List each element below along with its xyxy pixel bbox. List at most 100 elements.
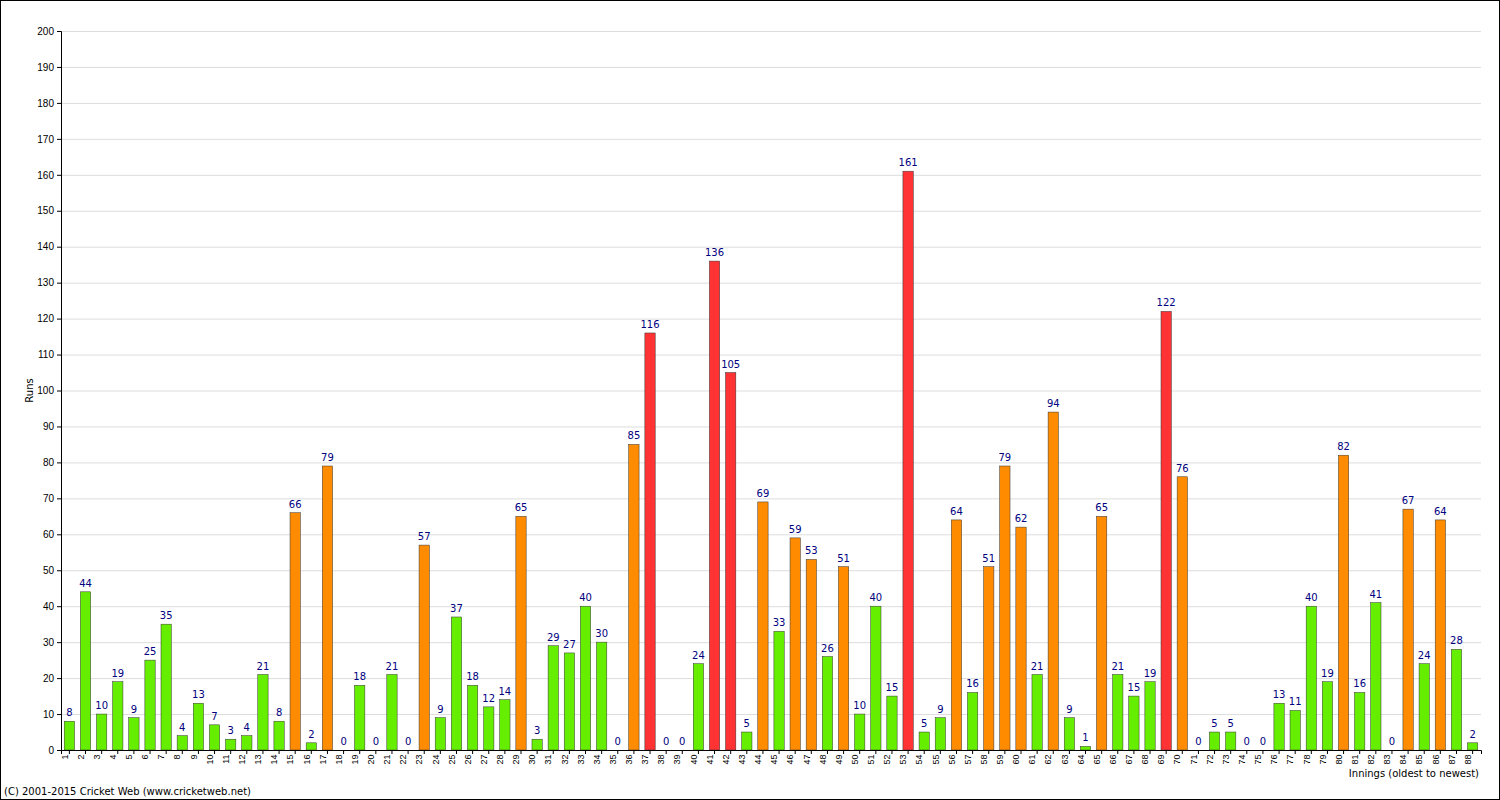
- x-tick-label: 38: [656, 755, 666, 765]
- x-tick: 20: [366, 750, 376, 765]
- x-tick-mark: [1198, 750, 1199, 754]
- x-tick: 77: [1285, 750, 1295, 765]
- data-label: 5: [1211, 718, 1217, 729]
- grid-line: [61, 31, 1481, 32]
- x-tick-label: 88: [1463, 755, 1473, 765]
- y-tick: 40: [43, 601, 61, 612]
- x-tick-label: 17: [318, 755, 328, 765]
- x-tick: 74: [1237, 750, 1247, 765]
- x-tick: 4: [108, 750, 118, 760]
- x-tick: 33: [576, 750, 586, 765]
- grid-line: [61, 714, 1481, 715]
- bar: [1048, 412, 1058, 750]
- x-tick: 62: [1043, 750, 1053, 765]
- x-tick: 9: [189, 750, 199, 760]
- data-label: 18: [466, 671, 479, 682]
- x-axis: 1234567891011121314151617181920212223242…: [60, 750, 1482, 765]
- x-tick-label: 20: [366, 755, 376, 765]
- x-tick-label: 75: [1253, 755, 1263, 765]
- data-label: 2: [1469, 729, 1475, 740]
- bar: [209, 725, 219, 750]
- y-tick: 80: [43, 457, 61, 468]
- x-tick-label: 66: [1108, 755, 1118, 765]
- x-tick: 81: [1350, 750, 1360, 765]
- bar: [355, 685, 365, 750]
- x-tick: 53: [898, 750, 908, 765]
- grid-line: [61, 570, 1481, 571]
- y-tick: 140: [37, 241, 61, 252]
- x-tick-label: 84: [1398, 755, 1408, 765]
- x-tick: 1: [60, 750, 70, 760]
- data-label: 0: [615, 736, 621, 747]
- x-tick: 36: [624, 750, 634, 765]
- data-label: 116: [640, 319, 659, 330]
- y-tick-label: 10: [43, 709, 55, 720]
- bar: [193, 703, 203, 750]
- bar: [1032, 675, 1042, 750]
- bar: [919, 732, 929, 750]
- bar: [403, 750, 413, 751]
- y-tick-label: 120: [37, 313, 54, 324]
- bar: [661, 750, 671, 751]
- data-label: 21: [1031, 661, 1044, 672]
- data-label: 24: [692, 650, 705, 661]
- x-tick-mark: [617, 750, 618, 754]
- x-tick: 26: [463, 750, 473, 765]
- x-tick-label: 63: [1060, 755, 1070, 765]
- x-tick: 30: [527, 750, 537, 765]
- x-tick-mark: [875, 750, 876, 754]
- y-tick-label: 70: [43, 493, 55, 504]
- x-tick: 8: [172, 750, 182, 760]
- x-tick-label: 11: [221, 755, 231, 764]
- data-label: 53: [805, 545, 818, 556]
- data-label: 136: [705, 247, 724, 258]
- bar: [1290, 710, 1300, 750]
- x-tick: 18: [334, 750, 344, 765]
- x-tick-label: 31: [543, 755, 553, 765]
- x-tick: 48: [818, 750, 828, 765]
- bar: [1080, 746, 1090, 750]
- x-tick-label: 15: [285, 755, 295, 765]
- grid-line: [61, 211, 1481, 212]
- data-label: 40: [869, 592, 882, 603]
- x-tick: 14: [269, 750, 279, 765]
- data-label: 16: [1353, 678, 1366, 689]
- x-tick-mark: [1166, 750, 1167, 754]
- data-label: 1: [1082, 732, 1088, 743]
- x-tick-label: 83: [1382, 755, 1392, 765]
- x-tick-label: 36: [624, 755, 634, 765]
- x-tick-label: 44: [753, 755, 763, 765]
- data-label: 79: [999, 452, 1012, 463]
- x-tick: 25: [447, 750, 457, 765]
- x-tick-label: 4: [108, 755, 118, 760]
- x-tick-mark: [1327, 750, 1328, 754]
- bar: [774, 631, 784, 750]
- data-label: 122: [1157, 297, 1176, 308]
- grid-line: [61, 642, 1481, 643]
- grid-line: [61, 283, 1481, 284]
- y-tick-label: 170: [37, 134, 54, 145]
- x-tick: 44: [753, 750, 763, 765]
- x-tick-mark: [940, 750, 941, 754]
- x-tick-mark: [972, 750, 973, 754]
- bar: [1000, 466, 1010, 750]
- x-tick: 67: [1124, 750, 1134, 765]
- y-tick-label: 90: [43, 421, 55, 432]
- x-tick-mark: [295, 750, 296, 754]
- grid-line: [61, 355, 1481, 356]
- x-tick-label: 85: [1414, 755, 1424, 765]
- x-tick: 22: [398, 750, 408, 765]
- x-tick: 35: [608, 750, 618, 765]
- bar: [822, 657, 832, 750]
- bar: [1371, 603, 1381, 750]
- x-tick: 11: [221, 750, 231, 764]
- x-tick-mark: [1311, 750, 1312, 754]
- x-tick-label: 13: [253, 755, 263, 765]
- y-tick: 10: [43, 709, 61, 720]
- x-tick-label: 37: [640, 755, 650, 765]
- x-tick: 49: [834, 750, 844, 765]
- x-tick-label: 12: [237, 755, 247, 765]
- x-tick: 75: [1253, 750, 1263, 765]
- x-tick-mark: [1069, 750, 1070, 754]
- data-label: 9: [437, 704, 443, 715]
